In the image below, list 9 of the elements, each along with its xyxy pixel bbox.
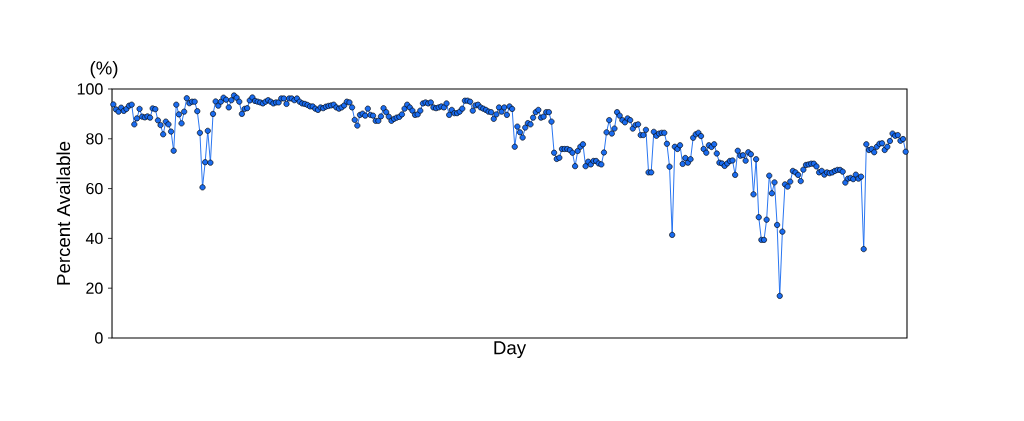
y-tick-label: 60 [86,182,103,195]
y-tick-label: 0 [95,332,103,344]
y-tick-label: 40 [85,232,103,245]
text: (%) [90,60,118,79]
y-tick-label: 100 [77,83,103,95]
y-tick-label: 80 [86,133,103,145]
y-tick-label: 20 [86,282,103,294]
y-axis-title: Percent Available [56,141,71,285]
x-axis-title: Day [494,341,527,359]
